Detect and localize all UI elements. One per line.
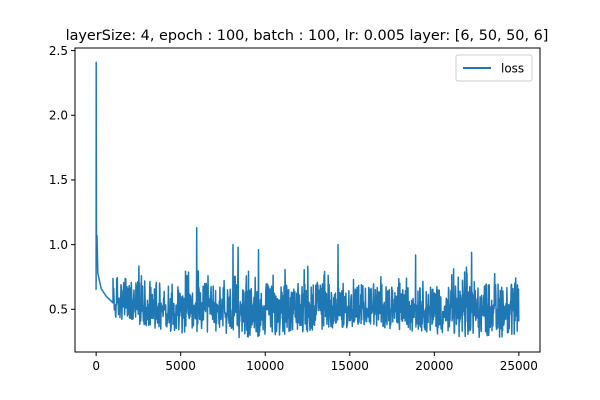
- axes-frame: [74, 47, 541, 353]
- x-tick-label-5000: 5000: [165, 359, 196, 373]
- y-tick-label-0.5: 0.5: [49, 303, 68, 317]
- loss-series-line: [95, 61, 520, 339]
- legend: loss: [455, 54, 533, 82]
- plot-area: [95, 61, 520, 339]
- axes: 0 5000 10000 15000 20000 25000 0.5 1.0 1.5 2.0 2.5: [49, 44, 541, 373]
- x-tick-label-10000: 10000: [246, 359, 284, 373]
- y-tick-label-1.5: 1.5: [49, 173, 68, 187]
- x-tick-label-15000: 15000: [331, 359, 369, 373]
- legend-label-loss: loss: [501, 62, 524, 76]
- y-tick-label-1.0: 1.0: [49, 238, 68, 252]
- x-tick-label-20000: 20000: [415, 359, 453, 373]
- legend-box: [455, 54, 533, 82]
- y-tick-label-2.0: 2.0: [49, 109, 68, 123]
- x-tick-label-0: 0: [92, 359, 100, 373]
- y-tick-label-2.5: 2.5: [49, 44, 68, 58]
- chart-title: layerSize: 4, epoch : 100, batch : 100, …: [66, 28, 549, 44]
- x-tick-label-25000: 25000: [500, 359, 538, 373]
